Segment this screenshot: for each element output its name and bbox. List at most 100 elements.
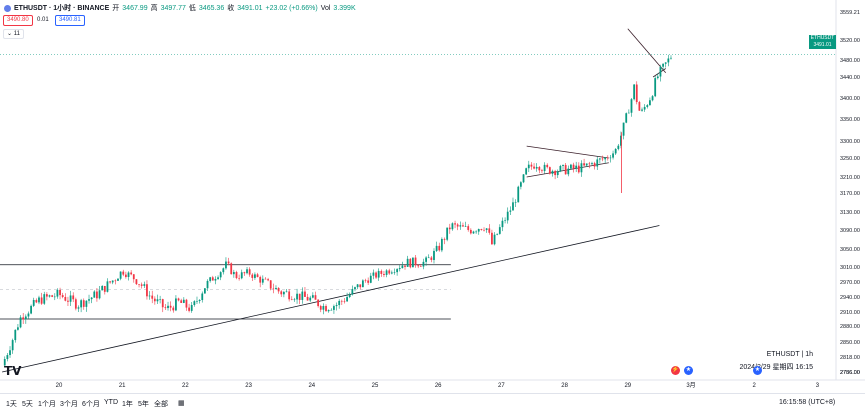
candle-body — [630, 99, 633, 113]
candle-body — [533, 166, 535, 169]
x-tick-label: 27 — [498, 383, 505, 389]
candle-body — [246, 269, 248, 274]
candle-body — [148, 295, 151, 297]
candle-body — [30, 305, 32, 314]
candle-body — [109, 281, 111, 283]
candle-body — [596, 159, 599, 167]
candle-body — [361, 280, 364, 288]
candle-body — [69, 295, 72, 302]
candle-body — [177, 298, 180, 301]
price-axis[interactable] — [836, 0, 865, 380]
range-button-1d[interactable]: 1天 — [6, 401, 17, 408]
candle-body — [143, 284, 146, 286]
candle-body — [103, 286, 106, 292]
range-button-1m[interactable]: 1个月 — [38, 401, 56, 408]
candle-body — [111, 280, 114, 283]
volume-label: Vol — [320, 4, 331, 12]
candle-body — [504, 220, 506, 221]
candle-body — [282, 291, 285, 295]
wedge-upper-line[interactable] — [627, 28, 667, 74]
candle-body — [577, 165, 580, 173]
event-us-flag-icon[interactable]: ★ — [684, 366, 693, 375]
candle-body — [132, 274, 135, 280]
candle-body — [572, 164, 575, 169]
candle-body — [425, 257, 427, 262]
candle-body — [17, 327, 19, 330]
price-chart[interactable]: 3559.21 3520.00 3480.00 3440.00 3400.00 3350.… — [0, 0, 865, 393]
candle-body — [448, 227, 451, 230]
candle-body — [562, 164, 564, 166]
clock-display[interactable]: 16:15:58 (UTC+8) — [779, 399, 836, 406]
candle-body — [506, 211, 509, 221]
indicators-toggle[interactable]: ⌄ 11 — [3, 29, 24, 39]
last-price-tag: ETHUSDT 3491.01 — [809, 35, 836, 49]
range-button-ytd[interactable]: YTD — [104, 399, 118, 406]
candle-body — [543, 164, 546, 172]
candle-body — [522, 174, 525, 183]
date-range-icon[interactable]: ▦ — [178, 400, 185, 407]
wedge-lower-line[interactable] — [652, 68, 666, 78]
y-tick-label: 3170.00 — [840, 191, 860, 197]
candle-body — [598, 158, 601, 160]
candle-body — [304, 291, 306, 297]
price-tag-countdown: 44:01 — [841, 43, 854, 49]
candle-body — [56, 289, 59, 297]
candle-body — [570, 164, 572, 169]
candle-body — [256, 274, 259, 278]
candle-body — [390, 272, 393, 274]
range-button-5d[interactable]: 5天 — [22, 401, 33, 408]
candle-body — [512, 202, 514, 211]
candle-body — [417, 265, 420, 267]
candle-body — [317, 299, 320, 307]
candle-body — [462, 225, 464, 227]
sell-price-button[interactable]: 3490.80 — [3, 15, 33, 26]
range-button-3m[interactable]: 3个月 — [60, 401, 78, 408]
range-button-all[interactable]: 全部 — [154, 401, 168, 408]
candle-body — [219, 272, 222, 278]
y-tick-label: 2970.00 — [840, 280, 860, 286]
event-flash-icon[interactable]: ⚡ — [671, 366, 680, 375]
y-tick-label: 3400.00 — [840, 96, 860, 102]
candle-body — [472, 231, 475, 234]
candle-body — [72, 295, 75, 300]
low-value: 3465.36 — [198, 4, 225, 12]
candle-body — [656, 76, 659, 79]
candle-body — [622, 122, 625, 136]
candle-body — [222, 268, 225, 273]
change-value: +23.02 (+0.66%) — [265, 4, 318, 12]
candle-body — [48, 295, 51, 297]
symbol-title[interactable]: ETHUSDT · 1小时 · BINANCE — [14, 5, 110, 12]
candle-body — [459, 225, 462, 227]
ascending-trendline[interactable] — [2, 225, 660, 373]
triangle-upper-line[interactable] — [526, 145, 609, 159]
candle-body — [53, 296, 56, 298]
candle-body — [11, 340, 14, 351]
symbol-logo-icon[interactable] — [4, 4, 11, 12]
range-button-5y[interactable]: 5年 — [138, 401, 149, 408]
candle-body — [140, 284, 143, 286]
candle-body — [172, 307, 175, 311]
candle-body — [51, 295, 54, 297]
candle-body — [175, 298, 177, 311]
candle-body — [451, 223, 454, 230]
candle-body — [467, 226, 470, 230]
candle-body — [203, 288, 206, 294]
candle-body — [406, 258, 409, 267]
y-tick-label: 3350.00 — [840, 117, 860, 123]
candle-body — [106, 281, 109, 292]
y-tick-label: 2756.00 — [840, 370, 860, 376]
candle-body — [201, 293, 204, 301]
candle-body — [480, 229, 483, 230]
candle-body — [248, 269, 251, 275]
event-us-flag-icon-2[interactable]: ★ — [753, 366, 762, 375]
tradingview-logo-icon[interactable]: 𝗧𝗩 — [4, 364, 22, 378]
candle-body — [620, 135, 622, 146]
candle-body — [369, 275, 372, 283]
buy-price-button[interactable]: 3490.81 — [55, 15, 85, 26]
candle-body — [554, 170, 557, 176]
candle-body — [335, 305, 338, 307]
range-button-1y[interactable]: 1年 — [122, 401, 133, 408]
x-tick-label: 28 — [561, 383, 568, 389]
range-button-6m[interactable]: 6个月 — [82, 401, 100, 408]
candle-body — [340, 300, 343, 302]
